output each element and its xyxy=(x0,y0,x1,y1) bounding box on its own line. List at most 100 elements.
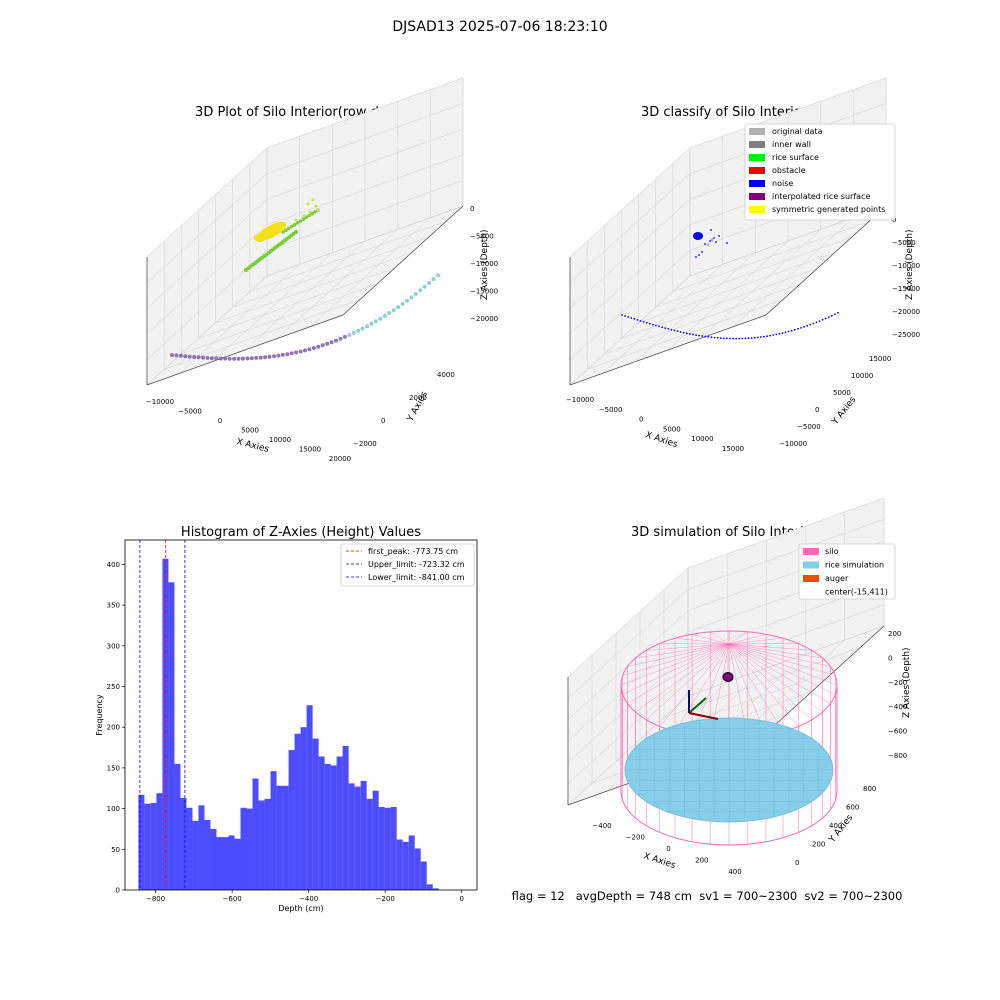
raw-point-arc xyxy=(316,344,321,349)
raw-point-arc xyxy=(378,316,383,321)
histogram-bar xyxy=(234,838,241,890)
raw-point-arc xyxy=(236,356,241,361)
x-tick-label: 5000 xyxy=(663,425,681,433)
classify-point-noise xyxy=(676,330,679,333)
classify-point-noise xyxy=(821,318,824,321)
y-tick-label: 200 xyxy=(107,724,120,732)
panel-raw-3d: 3D Plot of Silo Interior(row data) −1000… xyxy=(146,77,498,463)
classify-point-noise xyxy=(673,329,676,332)
classify-point-noise xyxy=(781,332,784,334)
raw-point-arc xyxy=(218,356,223,361)
histogram-bar xyxy=(360,780,367,890)
grid-z xyxy=(569,77,887,258)
histogram-legend: first_peak: -773.75 cm Upper_limit: -723.… xyxy=(340,543,475,587)
raw-point-arc xyxy=(325,341,330,346)
y-tick-label: 10000 xyxy=(851,372,873,380)
raw-point-arc xyxy=(263,355,268,360)
classify-point-noise xyxy=(701,335,704,337)
raw-point-arc xyxy=(334,338,338,343)
classify-point-noise xyxy=(763,335,765,338)
raw-point-arc xyxy=(356,328,361,333)
classify-point-noise xyxy=(766,335,768,337)
classify-point-noise xyxy=(787,330,790,333)
raw-point-scatter xyxy=(316,208,320,212)
classify-point-noise xyxy=(642,320,645,323)
panel-raw-xlabel: X Axies xyxy=(235,437,270,455)
y-tick-label: 15000 xyxy=(869,355,891,363)
legend-label: interpolated rice surface xyxy=(772,192,870,201)
classify-point-noise xyxy=(769,334,771,337)
y-tick-label: 5000 xyxy=(833,389,851,397)
legend-swatch xyxy=(749,167,765,174)
legend-label: symmetric generated points xyxy=(772,205,885,214)
raw-point-arc xyxy=(342,334,347,339)
silo-roof-line xyxy=(710,631,730,645)
raw-point-arc xyxy=(303,348,307,353)
raw-point-arc xyxy=(245,356,250,361)
z-tick-label: −10000 xyxy=(892,262,920,270)
classify-point-noise xyxy=(753,336,756,339)
silo-roof-line xyxy=(728,643,836,695)
raw-point-arc xyxy=(240,356,245,361)
classify-point-noise xyxy=(624,315,626,317)
raw-point-arc xyxy=(285,352,290,357)
raw-point-scatter xyxy=(314,204,318,208)
raw-point-arc xyxy=(249,356,254,361)
raw-point-scatter xyxy=(294,218,298,222)
legend-label: obstacle xyxy=(772,166,806,175)
raw-point-arc xyxy=(369,321,374,326)
y-tick-label: 400 xyxy=(829,822,842,830)
y-tick-label: 2000 xyxy=(409,394,427,402)
histogram-bar xyxy=(180,798,187,890)
classify-point-noise xyxy=(704,335,707,338)
legend-swatch xyxy=(749,206,765,213)
legend-swatch xyxy=(749,180,765,187)
legend-label: Upper_limit: -723.32 cm xyxy=(368,560,465,569)
raw-point-arc xyxy=(351,330,356,335)
z-tick-label: 0 xyxy=(470,205,474,213)
raw-point-arc xyxy=(196,355,201,360)
histogram-bar xyxy=(204,820,211,890)
histogram-bar xyxy=(168,582,175,890)
raw-point-arc xyxy=(276,353,281,358)
grid-z xyxy=(146,103,464,283)
raw-point-arc xyxy=(307,347,312,352)
histogram-bar xyxy=(216,837,223,890)
raw-point-arc xyxy=(338,336,343,341)
raw-point-arc xyxy=(436,273,440,278)
silo-roof-line xyxy=(622,643,730,676)
histogram-bar xyxy=(228,835,235,890)
classify-point-noise xyxy=(815,321,818,324)
raw-point-green xyxy=(292,222,297,227)
y-tick-label: 4000 xyxy=(437,371,455,379)
histogram-bar xyxy=(270,771,277,890)
histogram-bar xyxy=(432,888,439,890)
histogram-bar xyxy=(288,750,295,890)
auger-marker xyxy=(722,672,734,682)
classify-point-noise xyxy=(658,325,660,328)
histogram-bar xyxy=(210,828,217,890)
raw-point-arc xyxy=(360,326,365,331)
z-tick-label: −400 xyxy=(888,703,907,711)
x-tick-label: 15000 xyxy=(299,446,321,454)
x-axis-line xyxy=(763,625,885,736)
classify-point-noise xyxy=(747,337,750,340)
x-tick-label: −800 xyxy=(146,895,165,903)
histogram-bar xyxy=(240,807,247,890)
raw-point-arc xyxy=(391,308,396,313)
x-axis-line xyxy=(765,205,887,316)
x-tick-label: −600 xyxy=(223,895,242,903)
raw-point-arc xyxy=(405,298,409,303)
x-tick-label: 0 xyxy=(459,895,463,903)
histogram-bar xyxy=(408,835,415,890)
y-tick-label: 200 xyxy=(812,841,825,849)
histogram-bar xyxy=(294,733,301,890)
classify-point-noise xyxy=(784,331,787,334)
classify-point-noise xyxy=(718,235,720,237)
y-axis-line xyxy=(146,314,344,386)
raw-point-scatter xyxy=(311,198,315,202)
x-tick-label: −200 xyxy=(376,895,395,903)
histogram-bar xyxy=(384,807,391,890)
histogram-bar xyxy=(342,745,349,890)
